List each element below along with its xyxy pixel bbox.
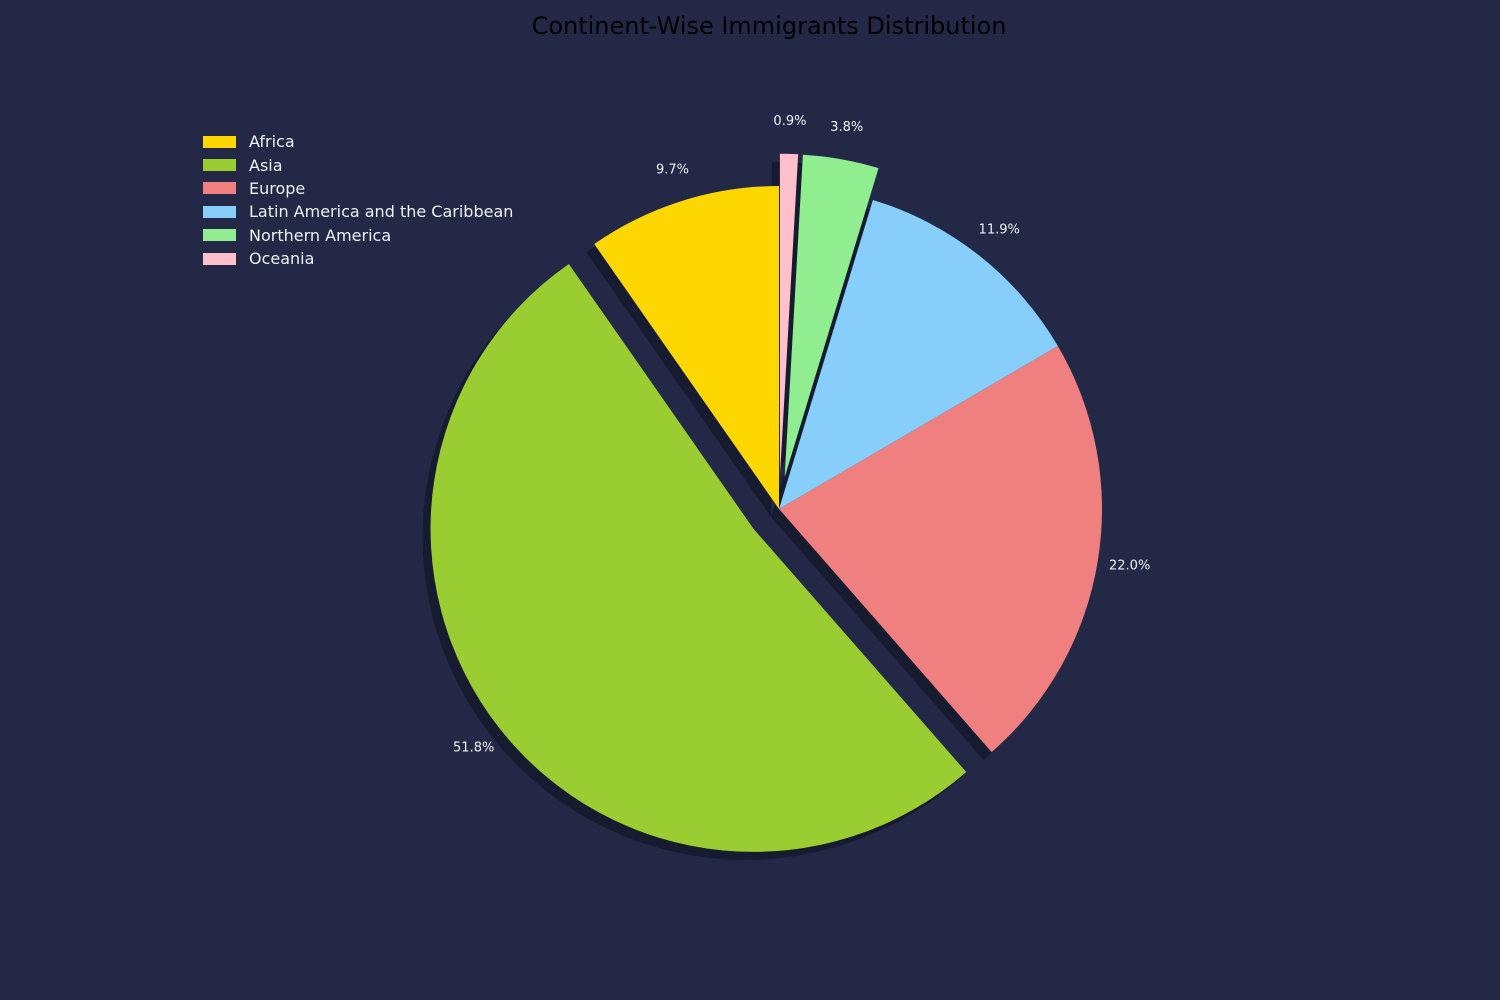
legend-swatch [203, 229, 236, 242]
chart-title: Continent-Wise Immigrants Distribution [531, 12, 1007, 40]
slice-label-asia: 51.8% [453, 740, 494, 755]
slice-label-africa: 9.7% [656, 163, 689, 178]
legend-item-latin-america-and-the-caribbean: Latin America and the Caribbean [203, 200, 513, 223]
chart-legend: Africa Asia Europe Latin America and the Ca… [203, 130, 513, 270]
slice-label-europe: 22.0% [1109, 559, 1150, 574]
pie-slice-europe[interactable] [779, 346, 1102, 753]
legend-item-asia: Asia [203, 153, 513, 176]
pie-slice-asia[interactable] [430, 263, 967, 852]
legend-label: Northern America [249, 225, 392, 245]
pie-slice-africa[interactable] [594, 186, 779, 509]
legend-label: Asia [249, 155, 283, 175]
pie-slice-northern-america[interactable] [784, 154, 879, 478]
legend-swatch [203, 159, 236, 172]
legend-item-africa: Africa [203, 130, 513, 153]
legend-item-northern-america: Northern America [203, 224, 513, 247]
legend-item-europe: Europe [203, 177, 513, 200]
slice-label-latin-america-and-the-caribbean: 11.9% [979, 223, 1020, 238]
legend-item-oceania: Oceania [203, 247, 513, 270]
legend-label: Europe [249, 178, 306, 198]
pie-slice-oceania[interactable] [779, 153, 799, 477]
legend-swatch [203, 182, 236, 195]
legend-label: Africa [249, 132, 295, 152]
legend-swatch [203, 135, 236, 148]
slice-label-oceania: 0.9% [773, 114, 806, 129]
legend-swatch [203, 205, 236, 218]
legend-swatch [203, 252, 236, 265]
legend-label: Oceania [249, 249, 315, 269]
legend-label: Latin America and the Caribbean [249, 202, 514, 222]
slice-label-northern-america: 3.8% [830, 120, 863, 135]
pie-slice-latin-america-and-the-caribbean[interactable] [779, 199, 1058, 509]
